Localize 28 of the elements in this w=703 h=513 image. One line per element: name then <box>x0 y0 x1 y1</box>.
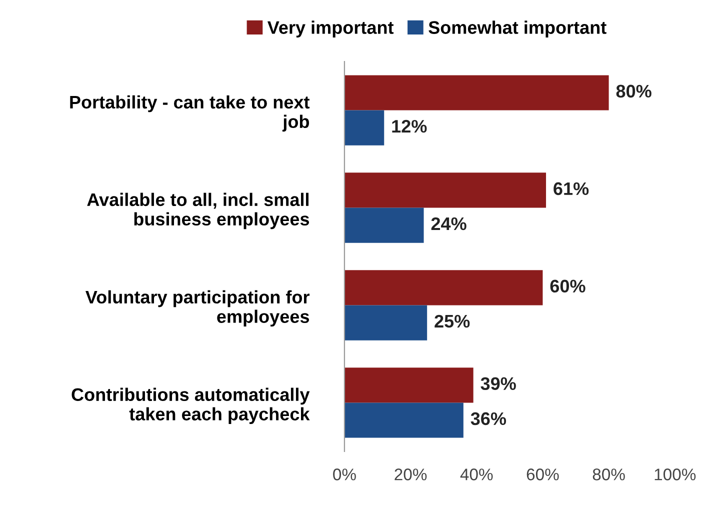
legend-label: Somewhat important <box>428 20 606 38</box>
bar <box>344 172 546 208</box>
data-label: 61% <box>554 182 589 196</box>
bar <box>344 270 543 306</box>
y-tick-label: Available to all, incl. small business employees <box>87 192 310 230</box>
x-tick-label: 20% <box>394 468 427 480</box>
bar <box>344 305 428 340</box>
bar <box>344 110 384 146</box>
y-tick-label: Portability - can take to next job <box>70 95 310 132</box>
x-tick-label: 80% <box>592 468 625 480</box>
y-tick-label: Voluntary participation for employees <box>86 290 310 327</box>
x-tick-label: 40% <box>460 468 493 480</box>
data-label: 12% <box>392 120 427 133</box>
data-label: 25% <box>434 314 470 328</box>
data-label: 39% <box>480 377 516 390</box>
bar <box>344 75 609 110</box>
data-label: 24% <box>431 217 466 230</box>
y-tick-label: Contributions automatically taken each paycheck <box>72 388 310 424</box>
data-label: 80% <box>616 84 652 98</box>
data-label: 60% <box>550 280 586 293</box>
bar <box>344 208 424 243</box>
legend-label: Very important <box>267 20 394 38</box>
data-label: 36% <box>470 412 506 426</box>
bar <box>344 368 474 403</box>
x-tick-label: 0% <box>333 468 356 480</box>
x-tick-label: 100% <box>654 468 696 480</box>
x-tick-label: 60% <box>526 468 559 480</box>
bar <box>344 402 464 438</box>
